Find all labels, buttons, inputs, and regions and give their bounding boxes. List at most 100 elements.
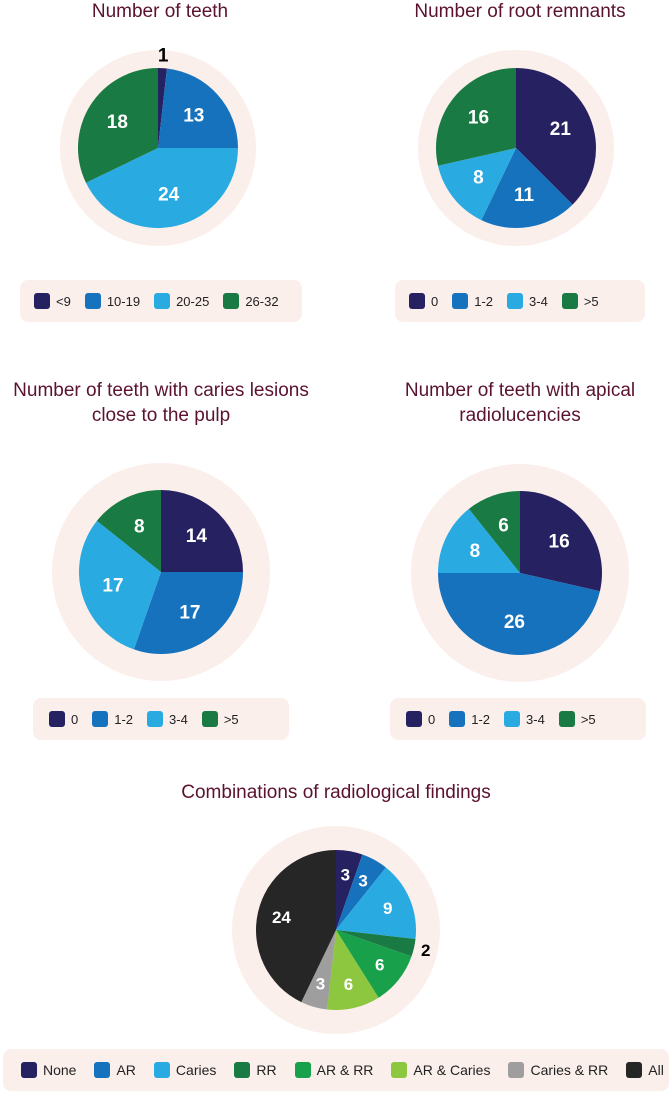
legend-label: 0 — [431, 293, 439, 309]
pie-slice-rr — [336, 930, 416, 957]
pie-slice-ar-and-rr — [336, 930, 412, 998]
legend-label: 1-2 — [471, 711, 491, 727]
legend-item-20-25: 20-25 — [154, 293, 209, 309]
legend-label: >5 — [580, 711, 596, 727]
legend-swatch — [449, 711, 466, 727]
chart-title-apical-radiolucencies: Number of teeth with apical radiolucenci… — [370, 378, 670, 428]
legend-number-of-teeth: <9 10-19 20-25 26-32 — [20, 280, 302, 322]
legend-item-none: None — [21, 1062, 76, 1078]
pie-chart-caries-lesions: 14 17 17 8 — [52, 463, 270, 681]
legend-item-ar: AR — [94, 1062, 136, 1078]
pie-slice-all — [255, 850, 336, 1003]
data-label-9: 1 — [158, 46, 169, 67]
legend-label: 20-25 — [176, 293, 210, 309]
legend-label: All — [648, 1062, 664, 1078]
legend-item-0: 0 — [49, 711, 78, 727]
legend-swatch — [508, 1062, 525, 1078]
legend-swatch — [294, 1062, 311, 1078]
pie-chart-number-of-root-remnants: 21 11 8 16 — [418, 50, 614, 246]
pie-slice-3-4 — [438, 148, 516, 221]
legend-caries-lesions: 0 1-2 3-4 >5 — [33, 698, 289, 740]
legend-item-3-4: 3-4 — [507, 293, 548, 309]
legend-item-1-2: 1-2 — [449, 711, 490, 727]
legend-label: Caries — [175, 1062, 217, 1078]
chart-title-line: radiolucencies — [459, 405, 581, 426]
chart-title-number-of-teeth: Number of teeth — [91, 1, 229, 22]
data-label-ar: 3 — [358, 871, 367, 890]
legend-swatch — [507, 293, 524, 309]
data-label-10-19: 13 — [183, 106, 204, 127]
pie-slice-9 — [158, 68, 167, 148]
legend-item-rr: RR — [234, 1062, 277, 1078]
pie-slice-ar-and-caries — [327, 930, 379, 1010]
legend-item-10-19: 10-19 — [84, 293, 140, 309]
pie-slice-20-25 — [85, 148, 239, 229]
data-label-caries: 9 — [383, 899, 392, 918]
chart-title-caries-lesions: Number of teeth with caries lesions clos… — [0, 378, 322, 428]
legend-item-all: All — [626, 1062, 664, 1078]
pie-chart-number-of-teeth: 1 13 24 18 — [60, 46, 256, 246]
legend-label: 1-2 — [474, 293, 494, 309]
chart-title-combinations: Combinations of radiological findings — [181, 782, 491, 803]
legend-swatch — [34, 293, 50, 309]
pie-slice-caries-and-rr — [301, 930, 336, 1010]
legend-item-1-2: 1-2 — [92, 711, 133, 727]
data-label-26-32: 18 — [107, 112, 128, 133]
data-label-ar-and-caries: 6 — [344, 975, 353, 994]
data-label-caries-and-rr: 3 — [316, 974, 325, 993]
legend-item-5: >5 — [561, 293, 599, 309]
pie-slice-caries — [336, 867, 416, 939]
legend-swatch — [153, 1062, 170, 1078]
legend-number-of-root-remnants: 0 1-2 3-4 >5 — [395, 280, 645, 322]
legend-swatch — [504, 711, 521, 727]
data-label-none: 3 — [341, 865, 350, 884]
data-label-0: 21 — [550, 119, 572, 140]
legend-label: >5 — [583, 293, 599, 309]
data-label-5: 8 — [134, 516, 145, 537]
pie-slice-0 — [520, 491, 602, 592]
legend-item-caries-and-rr: Caries & RR — [508, 1062, 608, 1078]
legend-label: <9 — [56, 293, 71, 309]
pie-slice-0 — [516, 68, 596, 205]
pie-slice-10-19 — [158, 68, 239, 148]
data-label-all: 24 — [272, 908, 291, 927]
legend-item-5: >5 — [201, 711, 239, 727]
legend-swatch — [223, 293, 240, 309]
data-label-0: 14 — [186, 526, 208, 547]
chart-title-line: Number of teeth with caries lesions — [13, 380, 309, 401]
pie-slice-0 — [161, 490, 243, 572]
legend-swatch — [561, 293, 578, 309]
data-label-5: 6 — [498, 515, 509, 536]
legend-item-caries: Caries — [153, 1062, 217, 1078]
data-label-3-4: 8 — [470, 541, 481, 562]
legend-item-5: >5 — [558, 711, 596, 727]
legend-label: 26-32 — [245, 293, 279, 309]
data-label-20-25: 24 — [158, 184, 180, 205]
legend-label: >5 — [223, 711, 239, 727]
legend-swatch — [452, 293, 469, 309]
legend-apical-radiolucencies: 0 1-2 3-4 >5 — [390, 698, 646, 740]
legend-label: AR — [116, 1062, 136, 1078]
legend-label: 0 — [71, 711, 79, 727]
legend-swatch — [92, 711, 109, 727]
legend-item-26-32: 26-32 — [223, 293, 279, 309]
legend-item-ar-and-rr: AR & RR — [294, 1062, 373, 1078]
pie-slice-1-2 — [133, 572, 243, 654]
chart-title-line: Number of teeth with apical — [404, 380, 636, 401]
legend-swatch — [391, 1062, 408, 1078]
legend-label: 3-4 — [169, 711, 188, 727]
pie-slice-3-4 — [79, 520, 161, 650]
legend-item-3-4: 3-4 — [504, 711, 545, 727]
legend-swatch — [94, 1062, 111, 1078]
pie-slice-5 — [436, 68, 516, 166]
legend-swatch — [558, 711, 575, 727]
legend-label: AR & Caries — [413, 1062, 491, 1078]
data-label-3-4: 8 — [473, 167, 484, 188]
pie-slice-5 — [96, 490, 161, 572]
legend-swatch — [49, 711, 65, 727]
legend-swatch — [201, 711, 218, 727]
legend-label: 1-2 — [114, 711, 134, 727]
legend-swatch — [234, 1062, 251, 1078]
pie-chart-apical-radiolucencies: 16 26 86 — [411, 464, 629, 682]
